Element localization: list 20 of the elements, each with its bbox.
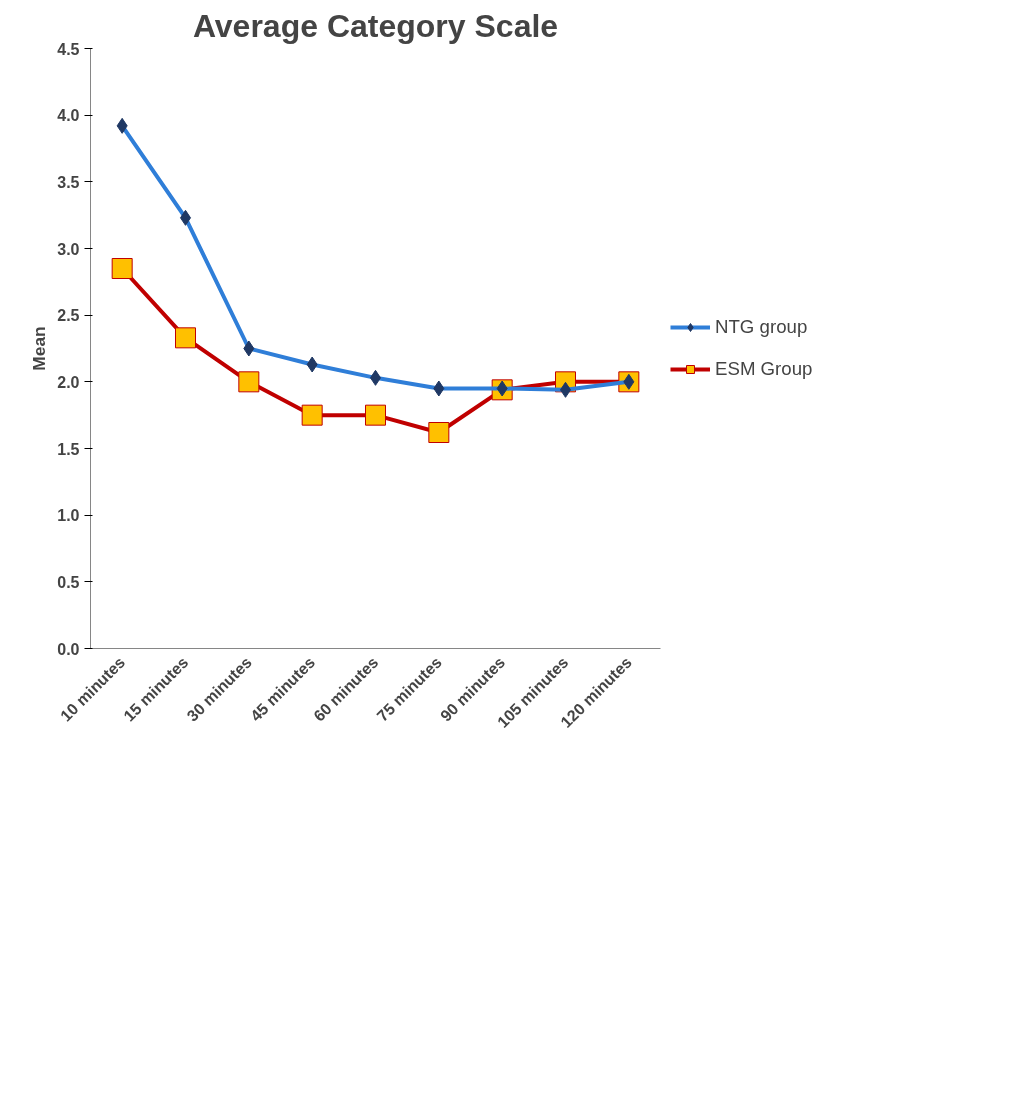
- point: [301, 404, 323, 426]
- y-tick-label: 3.0: [57, 240, 80, 258]
- y-tick-label: 0.0: [57, 640, 80, 658]
- legend-label: ESM Group: [715, 358, 813, 380]
- point: [365, 404, 386, 426]
- y-tick-label: 0.5: [57, 573, 80, 591]
- y-tick-label: 4.5: [57, 40, 80, 58]
- point: [238, 371, 260, 393]
- y-tick-label: 1.5: [57, 440, 80, 458]
- y-tick-label: 2.5: [57, 307, 80, 325]
- point: [175, 327, 196, 349]
- y-tick-label: 3.5: [57, 173, 80, 191]
- legend-label: NTG group: [715, 316, 808, 338]
- y-axis-title: Mean: [29, 326, 50, 371]
- y-tick-label: 2.0: [57, 373, 80, 391]
- y-tick-label: 1.0: [57, 507, 80, 525]
- chart-title: Average Category Scale: [192, 7, 559, 44]
- y-tick-label: 4.0: [57, 107, 80, 125]
- point: [428, 422, 450, 443]
- point: [111, 258, 133, 279]
